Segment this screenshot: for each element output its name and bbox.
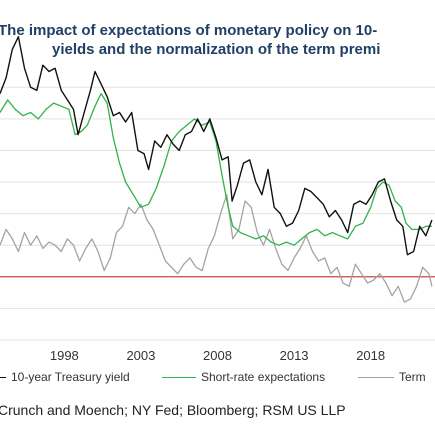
legend-item-short-rate: Short-rate expectations: [162, 370, 325, 384]
x-tick-label: 1998: [50, 348, 79, 363]
legend-label-term: Term: [399, 370, 426, 384]
legend-item-treasury: 10-year Treasury yield: [0, 370, 130, 384]
legend-item-term: Term: [358, 370, 426, 384]
x-tick-label: 2013: [280, 348, 309, 363]
series-layer: [0, 36, 433, 303]
legend-label-treasury: 10-year Treasury yield: [11, 370, 130, 384]
legend-swatch-treasury: [0, 376, 6, 378]
series-line-term: [0, 194, 433, 303]
chart-title-line-1: The impact of expectations of monetary p…: [0, 22, 378, 39]
series-line-10yr-treasury: [0, 36, 433, 256]
legend-label-short-rate: Short-rate expectations: [201, 370, 326, 384]
legend: 10-year Treasury yield Short-rate expect…: [0, 370, 435, 386]
x-tick-label: 2003: [126, 348, 155, 363]
legend-swatch-short-rate: [162, 376, 196, 378]
chart-plot: 1998 2003 2008 2013 2018: [0, 36, 435, 363]
gridlines: [0, 86, 435, 341]
legend-swatch-term: [358, 376, 394, 378]
x-tick-label: 2008: [203, 348, 232, 363]
series-line-short-rate-expectations: [0, 92, 432, 246]
x-tick-label: 2018: [356, 348, 385, 363]
source-note: Crunch and Moench; NY Fed; Bloomberg; RS…: [0, 402, 346, 418]
x-tick-labels: 1998 2003 2008 2013 2018: [50, 348, 385, 363]
chart-title-line-2: yields and the normalization of the term…: [52, 41, 381, 58]
